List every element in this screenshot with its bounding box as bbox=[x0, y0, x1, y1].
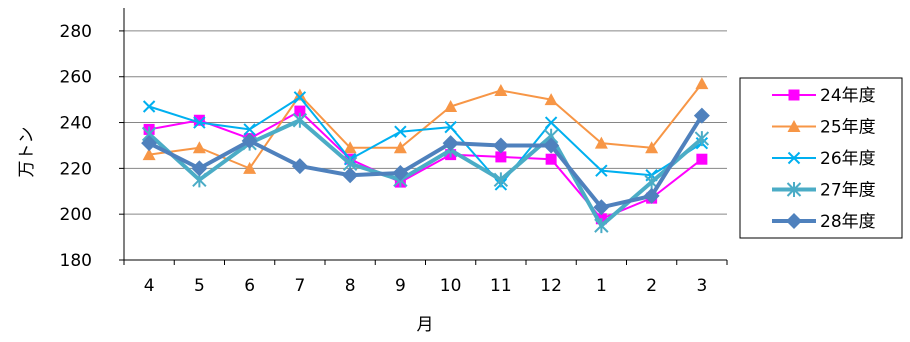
data-point-diamond bbox=[442, 135, 459, 152]
gridlines bbox=[124, 30, 727, 215]
data-point-triangle bbox=[645, 141, 659, 154]
legend: 24年度 25年度 26年度 27年度 28年度 bbox=[739, 77, 903, 239]
y-tick-label: 260 bbox=[60, 68, 92, 88]
legend-item: 25年度 bbox=[772, 118, 876, 138]
data-point-asterisk bbox=[694, 131, 710, 147]
data-point-triangle bbox=[787, 120, 801, 132]
data-point-triangle bbox=[393, 141, 407, 154]
series-25年度 bbox=[142, 77, 709, 174]
x-tick-labels: 4 5 6 7 8 9 10 11 12 1 2 3 bbox=[144, 276, 708, 296]
y-tick-label: 180 bbox=[60, 251, 92, 271]
data-point-square bbox=[495, 151, 507, 163]
series-line bbox=[148, 82, 703, 170]
x-tick-label: 12 bbox=[540, 276, 562, 296]
data-point-x bbox=[142, 100, 156, 113]
data-point-diamond bbox=[342, 167, 359, 184]
series-28年度 bbox=[141, 107, 710, 216]
series-line bbox=[147, 118, 704, 228]
legend-item: 26年度 bbox=[772, 149, 876, 169]
data-point-diamond bbox=[492, 137, 509, 154]
data-point-asterisk bbox=[594, 218, 609, 234]
data-point-asterisk bbox=[786, 182, 802, 197]
series-26年度 bbox=[142, 91, 709, 191]
data-point-square bbox=[788, 89, 800, 101]
legend-item: 27年度 bbox=[772, 181, 876, 201]
legend-label: 28年度 bbox=[820, 212, 876, 232]
series-line bbox=[148, 96, 703, 186]
data-point-triangle bbox=[695, 77, 709, 90]
data-point-triangle bbox=[494, 83, 508, 96]
data-point-x bbox=[193, 116, 206, 129]
data-point-diamond bbox=[141, 135, 158, 152]
data-point-asterisk bbox=[292, 112, 308, 128]
x-axis-title: 月 bbox=[417, 315, 434, 335]
data-point-square bbox=[193, 114, 205, 126]
y-axis-title: 万トン bbox=[17, 127, 37, 178]
x-tick-label: 9 bbox=[395, 276, 406, 296]
data-point-diamond bbox=[693, 107, 710, 124]
legend-label: 25年度 bbox=[820, 118, 876, 138]
data-point-triangle bbox=[293, 88, 307, 101]
data-point-x bbox=[444, 120, 457, 134]
x-tick-label: 7 bbox=[294, 276, 305, 296]
data-point-triangle bbox=[594, 136, 608, 149]
series-line bbox=[148, 114, 704, 210]
data-point-diamond bbox=[291, 158, 308, 175]
y-tick-label: 240 bbox=[60, 114, 92, 134]
data-point-x bbox=[243, 123, 256, 136]
data-point-x bbox=[544, 116, 558, 129]
x-tick-label: 1 bbox=[596, 276, 607, 296]
legend-label: 26年度 bbox=[820, 149, 876, 169]
legend-label: 27年度 bbox=[820, 181, 876, 201]
data-point-triangle bbox=[142, 148, 156, 161]
data-point-diamond bbox=[241, 132, 258, 149]
y-tick-label: 280 bbox=[60, 22, 92, 42]
x-tick-label: 4 bbox=[144, 276, 155, 296]
data-point-square bbox=[545, 153, 557, 165]
data-point-diamond bbox=[593, 199, 610, 216]
x-tick-label: 8 bbox=[345, 276, 356, 296]
data-point-square bbox=[696, 153, 708, 165]
data-point-triangle bbox=[343, 141, 357, 154]
legend-item: 28年度 bbox=[772, 212, 876, 232]
legend-item: 24年度 bbox=[772, 86, 876, 106]
x-tick-label: 10 bbox=[440, 276, 462, 296]
data-point-diamond bbox=[543, 137, 560, 154]
data-point-triangle bbox=[243, 161, 257, 174]
x-tick-label: 11 bbox=[490, 276, 512, 296]
x-tick-label: 3 bbox=[696, 276, 707, 296]
x-tick-label: 5 bbox=[194, 276, 205, 296]
y-tick-label: 200 bbox=[60, 205, 92, 225]
data-point-x bbox=[595, 164, 608, 177]
data-point-diamond bbox=[643, 187, 660, 204]
data-point-diamond bbox=[191, 160, 208, 177]
data-point-x bbox=[394, 125, 407, 138]
axes bbox=[119, 8, 728, 265]
data-point-triangle bbox=[192, 141, 206, 154]
data-point-asterisk bbox=[493, 172, 509, 188]
series-line bbox=[148, 110, 703, 220]
x-tick-label: 2 bbox=[646, 276, 657, 296]
x-tick-label: 6 bbox=[244, 276, 255, 296]
y-tick-label: 220 bbox=[60, 159, 92, 179]
data-point-x bbox=[787, 151, 801, 165]
data-point-diamond bbox=[786, 213, 802, 229]
y-tick-labels: 180 200 220 240 260 280 bbox=[60, 22, 92, 271]
legend-box bbox=[739, 77, 903, 239]
data-point-triangle bbox=[544, 93, 558, 106]
series-lines bbox=[141, 77, 710, 234]
data-point-diamond bbox=[392, 164, 409, 181]
legend-label: 24年度 bbox=[820, 86, 876, 106]
data-point-square bbox=[294, 105, 306, 117]
data-point-triangle bbox=[444, 100, 458, 113]
data-point-x bbox=[293, 91, 307, 104]
